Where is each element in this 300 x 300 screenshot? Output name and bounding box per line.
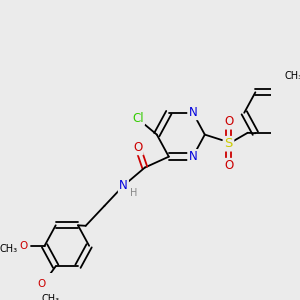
Text: N: N [188, 150, 197, 163]
Text: O: O [20, 241, 28, 251]
Text: O: O [38, 280, 46, 290]
Text: Cl: Cl [132, 112, 144, 125]
Text: N: N [188, 106, 197, 119]
Text: O: O [224, 159, 233, 172]
Text: N: N [119, 179, 128, 192]
Text: S: S [225, 137, 233, 150]
Text: CH₃: CH₃ [0, 244, 18, 254]
Text: CH₃: CH₃ [41, 294, 60, 300]
Text: CH₃: CH₃ [284, 71, 300, 81]
Text: O: O [133, 141, 142, 154]
Text: O: O [224, 116, 233, 128]
Text: H: H [130, 188, 137, 198]
